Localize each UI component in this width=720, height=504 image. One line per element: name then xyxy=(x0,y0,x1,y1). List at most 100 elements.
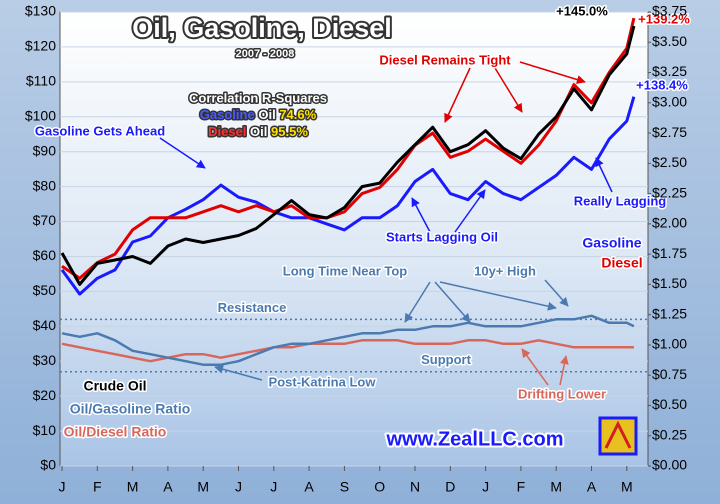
y-tick-label: $10 xyxy=(33,422,57,438)
y2-tick-label: $3.00 xyxy=(652,94,687,110)
logo xyxy=(598,416,638,456)
reference-label: Support xyxy=(421,352,471,367)
logo-mark xyxy=(604,420,632,449)
legend-entry: Crude Oil xyxy=(83,378,146,394)
y2-tick-label: $1.00 xyxy=(652,336,687,352)
arrow xyxy=(454,189,486,233)
x-tick-label: S xyxy=(340,479,349,495)
arrow xyxy=(559,355,569,386)
series-line xyxy=(60,25,636,286)
series-line xyxy=(61,17,636,280)
correlation-base: Oil xyxy=(258,107,275,122)
x-tick-label: A xyxy=(304,479,314,495)
y2-tick-label: $0.75 xyxy=(652,366,687,382)
arrow xyxy=(519,61,586,84)
x-tick-label: M xyxy=(621,479,633,495)
correlation-row: Diesel Oil 95.5% xyxy=(208,124,308,139)
arrow xyxy=(159,137,206,169)
correlation-value: 74.6% xyxy=(279,107,316,122)
series-line xyxy=(61,339,634,363)
correlation-product: Diesel xyxy=(208,124,246,139)
legend-entry: Gasoline xyxy=(582,235,641,251)
y-tick-label: $40 xyxy=(33,317,57,333)
y-tick-label: $60 xyxy=(33,247,57,263)
reference-label: Resistance xyxy=(218,300,287,315)
arrow xyxy=(494,67,523,113)
x-tick-label: J xyxy=(59,479,66,495)
annotation: Really Lagging xyxy=(574,193,667,208)
x-tick-label: J xyxy=(235,479,242,495)
correlation-title: Correlation R-Squares xyxy=(189,90,327,105)
y2-tick-label: $2.00 xyxy=(652,215,687,231)
arrow xyxy=(544,279,569,307)
arrow xyxy=(595,157,613,193)
y2-tick-label: $3.25 xyxy=(652,63,687,79)
y-tick-label: $50 xyxy=(33,282,57,298)
x-tick-label: J xyxy=(482,479,489,495)
correlation-base: Oil xyxy=(250,124,267,139)
y2-tick-label: $0.50 xyxy=(652,396,687,412)
y-tick-label: $70 xyxy=(33,212,57,228)
arrow xyxy=(434,281,471,323)
y2-tick-label: $2.25 xyxy=(652,184,687,200)
arrow xyxy=(214,364,263,381)
arrows xyxy=(159,61,613,386)
x-tick-label: O xyxy=(374,479,385,495)
x-tick-label: F xyxy=(93,479,102,495)
series-line xyxy=(61,314,635,366)
y2-tick-label: $1.25 xyxy=(652,305,687,321)
legend-entry: Oil/Diesel Ratio xyxy=(64,424,167,440)
arrow xyxy=(521,348,549,386)
legend-entry: Oil/Gasoline Ratio xyxy=(70,401,191,417)
y-tick-label: $90 xyxy=(33,142,57,158)
annotation: 10y+ High xyxy=(474,263,536,278)
y2-tick-label: $1.75 xyxy=(652,245,687,261)
annotation: +138.4% xyxy=(636,77,688,92)
annotation: Post-Katrina Low xyxy=(269,374,377,389)
y-tick-label: $80 xyxy=(33,177,57,193)
x-tick-label: F xyxy=(517,479,526,495)
y2-tick-label: $2.75 xyxy=(652,124,687,140)
arrow xyxy=(439,281,557,311)
y-tick-label: $0 xyxy=(40,457,56,473)
annotation: +139.2% xyxy=(638,11,690,26)
chart-title: Oil, Gasoline, Diesel xyxy=(132,13,392,43)
y2-tick-label: $0.25 xyxy=(652,426,687,442)
y-tick-label: $130 xyxy=(25,3,56,19)
x-tick-label: N xyxy=(410,479,420,495)
x-tick-label: A xyxy=(163,479,173,495)
correlation-product: Gasoline xyxy=(200,107,255,122)
y-tick-label: $120 xyxy=(25,38,56,54)
x-tick-label: M xyxy=(127,479,139,495)
arrow xyxy=(411,197,431,233)
annotation: +145.0% xyxy=(556,3,608,18)
y2-tick-label: $3.75 xyxy=(652,3,687,19)
x-tick-label: J xyxy=(270,479,277,495)
y-tick-label: $30 xyxy=(33,352,57,368)
y-tick-label: $100 xyxy=(25,107,56,123)
x-tick-label: A xyxy=(587,479,597,495)
lines xyxy=(60,17,636,366)
y-tick-label: $20 xyxy=(33,387,57,403)
y2-tick-label: $3.50 xyxy=(652,33,687,49)
correlation-row: Gasoline Oil 74.6% xyxy=(200,107,317,122)
y2-tick-label: $2.50 xyxy=(652,154,687,170)
plot-area xyxy=(59,11,649,467)
correlation-value: 95.5% xyxy=(271,124,308,139)
annotation: Drifting Lower xyxy=(518,386,606,401)
annotation: Starts Lagging Oil xyxy=(386,229,498,244)
arrow xyxy=(444,67,471,123)
x-tick-label: M xyxy=(550,479,562,495)
x-tick-label: D xyxy=(445,479,455,495)
series-line xyxy=(60,96,636,296)
y2-tick-label: $0.00 xyxy=(652,457,687,473)
annotation: Gasoline Gets Ahead xyxy=(35,123,165,138)
y2-tick-label: $1.50 xyxy=(652,275,687,291)
axis-labels: $0 $10 $20 $30 $40 $50 $60 $70 $80 $90 $100 $110 $12… xyxy=(25,3,687,495)
x-tick-label: M xyxy=(197,479,209,495)
chart-subtitle: 2007 - 2008 xyxy=(236,48,295,60)
y-tick-label: $110 xyxy=(26,73,56,89)
legend-entry: Diesel xyxy=(601,255,642,271)
annotation: Diesel Remains Tight xyxy=(379,52,511,67)
